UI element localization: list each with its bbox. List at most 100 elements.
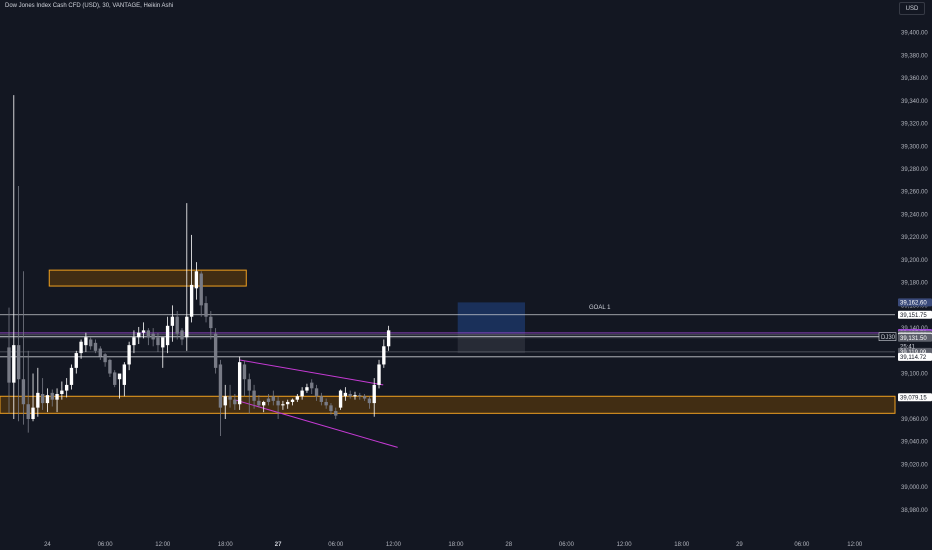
candle-body [156,337,160,346]
candle-body [233,399,237,405]
price-tag-label: 39,131.50 [900,336,927,342]
candle-body [353,395,357,397]
x-tick-label: 12:00 [847,542,863,548]
candle-body [310,382,314,389]
candle-body [372,384,376,404]
candle-body [343,392,348,397]
candle-body [146,330,151,338]
target-box[interactable] [457,302,525,334]
candle-body [122,364,127,385]
candle-body [7,347,11,383]
channel-upper-line[interactable] [238,359,384,386]
candle-body [204,303,208,317]
candle-body [377,364,381,385]
candle-body [213,333,218,368]
candle-body [55,394,59,400]
x-tick-label: 18:00 [218,542,234,548]
risk-box[interactable] [457,333,525,354]
candle-body [108,359,112,374]
currency-button[interactable]: USD [899,2,925,15]
candle-body [161,337,165,348]
candle-body [300,390,304,397]
candle-body [252,390,256,401]
candle-body [16,345,21,380]
candle-body [362,396,367,399]
x-tick-label: 28 [505,542,512,548]
channel-lower-line[interactable] [234,399,398,448]
candle-body [358,395,362,397]
candle-body [223,396,227,406]
candle-body [26,404,30,419]
price-tag[interactable] [898,333,932,342]
candle-body [314,388,319,397]
symbol-title[interactable]: Dow Jones Index Cash CFD (USD), 30, VANT… [5,3,174,9]
candle-body [305,387,309,391]
y-tick-label: 39,320.00 [901,122,928,128]
x-tick-label: 12:00 [617,542,633,548]
x-tick-label: 12:00 [386,542,402,548]
x-tick-label: 29 [736,542,743,548]
candle-body [194,271,199,289]
y-tick-label: 38,980.00 [901,508,928,514]
x-tick-label: 24 [44,542,51,548]
candle-body [271,396,275,401]
symbol-tag-label: DJ30 [881,335,896,341]
candle-body [74,353,78,368]
price-tag[interactable] [898,393,932,402]
price-tag-label: 39,114.72 [900,355,927,361]
x-tick-label: 18:00 [448,542,464,548]
candle-body [45,395,50,404]
candle-body [64,384,69,391]
candle-body [141,330,146,333]
x-tick-label: 12:00 [155,542,171,548]
candle-body [242,364,247,380]
x-tick-label: 18:00 [674,542,690,548]
candle-body [329,405,333,412]
candle-body [228,396,232,400]
candle-body [132,337,136,346]
candle-body [84,337,88,346]
price-tag[interactable] [898,310,932,319]
candle-body [93,342,98,351]
y-tick-label: 39,020.00 [901,462,928,468]
supply-demand-zone[interactable] [0,395,896,414]
candle-body [137,332,141,338]
y-tick-label: 39,100.00 [901,372,928,378]
y-tick-label: 39,380.00 [901,53,928,59]
candle-body [286,401,290,405]
candle-body [266,398,271,402]
candle-body [117,373,122,380]
candle-body [127,345,131,365]
countdown-label: 25:41 [900,345,916,351]
candle-body [50,392,54,400]
candle-body [290,399,295,402]
y-tick-label: 39,220.00 [901,235,928,241]
supply-demand-zone[interactable] [48,269,247,287]
candle-body [170,316,175,326]
price-tag[interactable] [898,298,932,307]
candle-body [295,396,300,400]
candle-body [257,400,261,406]
y-tick-label: 39,300.00 [901,144,928,150]
candle-body [151,333,155,340]
candle-body [21,379,26,405]
candle-body [209,316,213,329]
candle-body [89,339,93,347]
candle-body [60,390,64,394]
price-tag-label: 39,079.15 [900,395,927,401]
candle-body [175,316,179,334]
y-tick-label: 39,200.00 [901,258,928,264]
symbol-tag[interactable] [878,332,897,341]
x-tick-label: 06:00 [98,542,114,548]
candle-body [185,316,189,338]
candle-body [165,325,170,346]
candle-body [189,284,194,317]
y-tick-label: 39,360.00 [901,76,928,82]
candle-body [334,411,338,416]
price-tag[interactable] [898,352,932,361]
x-tick-label: 27 [275,542,282,548]
y-tick-label: 39,260.00 [901,190,928,196]
candle-body [382,346,386,365]
